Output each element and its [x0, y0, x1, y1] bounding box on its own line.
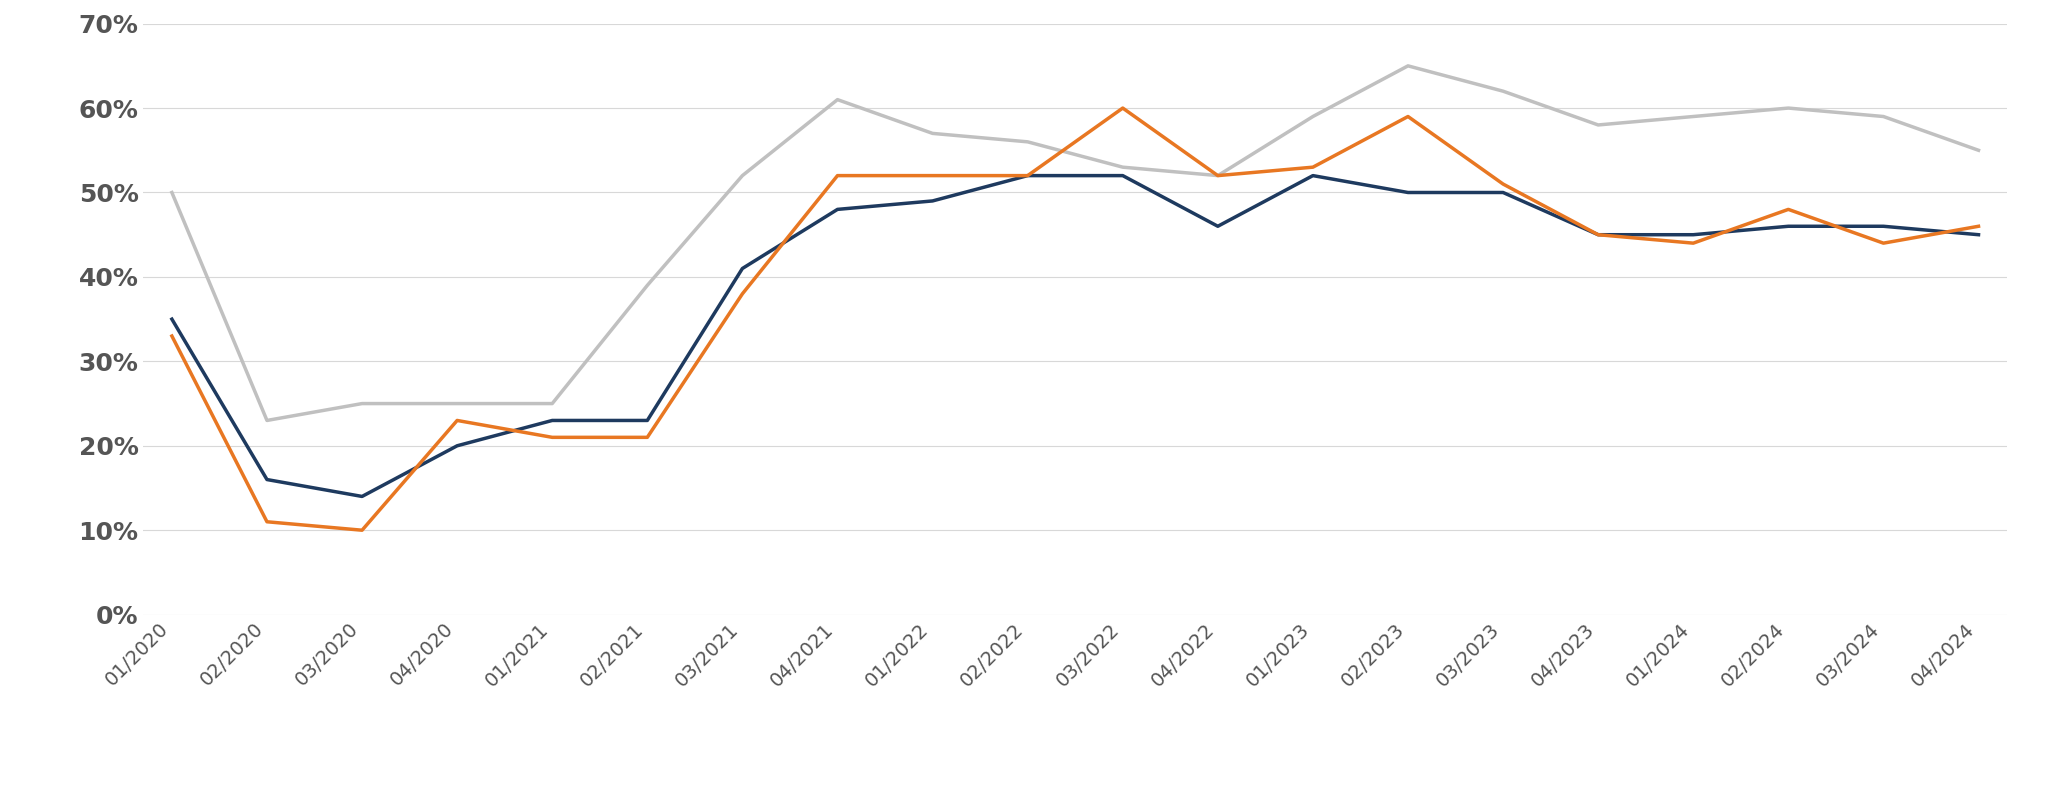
Verkehr & Lagerei: [1491, 188, 1516, 197]
Lagerei: [1872, 239, 1896, 248]
Lagerei: [1206, 171, 1231, 180]
Lagerei: [825, 171, 850, 180]
Lagerei: [1016, 171, 1040, 180]
Verkehr & Lagerei: [825, 205, 850, 214]
Verkehr & Lagerei: [160, 314, 184, 324]
Lagerei: [729, 289, 754, 299]
Verkehr & Lagerei: [635, 416, 659, 426]
Landverkehr: [920, 128, 944, 138]
Landverkehr: [1491, 87, 1516, 96]
Lagerei: [1300, 162, 1325, 172]
Lagerei: [1110, 103, 1135, 113]
Lagerei: [1585, 230, 1610, 240]
Verkehr & Lagerei: [920, 196, 944, 206]
Lagerei: [920, 171, 944, 180]
Lagerei: [635, 433, 659, 442]
Landverkehr: [729, 171, 754, 180]
Landverkehr: [254, 416, 279, 426]
Lagerei: [1491, 180, 1516, 189]
Landverkehr: [1395, 61, 1419, 71]
Verkehr & Lagerei: [1585, 230, 1610, 240]
Line: Verkehr & Lagerei: Verkehr & Lagerei: [172, 176, 1978, 496]
Verkehr & Lagerei: [1395, 188, 1419, 197]
Verkehr & Lagerei: [1966, 230, 1991, 240]
Landverkehr: [1300, 112, 1325, 121]
Landverkehr: [541, 399, 565, 408]
Verkehr & Lagerei: [1206, 221, 1231, 231]
Landverkehr: [1110, 162, 1135, 172]
Verkehr & Lagerei: [1681, 230, 1706, 240]
Verkehr & Lagerei: [1776, 221, 1800, 231]
Verkehr & Lagerei: [254, 475, 279, 485]
Verkehr & Lagerei: [1016, 171, 1040, 180]
Verkehr & Lagerei: [1872, 221, 1896, 231]
Lagerei: [350, 526, 375, 535]
Landverkehr: [1681, 112, 1706, 121]
Landverkehr: [635, 281, 659, 290]
Lagerei: [444, 416, 469, 426]
Line: Lagerei: Lagerei: [172, 108, 1978, 530]
Verkehr & Lagerei: [444, 441, 469, 451]
Lagerei: [541, 433, 565, 442]
Verkehr & Lagerei: [350, 492, 375, 501]
Lagerei: [1776, 205, 1800, 214]
Landverkehr: [1776, 103, 1800, 113]
Verkehr & Lagerei: [541, 416, 565, 426]
Landverkehr: [1966, 146, 1991, 155]
Line: Landverkehr: Landverkehr: [172, 66, 1978, 421]
Landverkehr: [1206, 171, 1231, 180]
Landverkehr: [160, 188, 184, 197]
Verkehr & Lagerei: [1110, 171, 1135, 180]
Lagerei: [1681, 239, 1706, 248]
Lagerei: [1966, 221, 1991, 231]
Verkehr & Lagerei: [1300, 171, 1325, 180]
Landverkehr: [825, 95, 850, 104]
Landverkehr: [444, 399, 469, 408]
Lagerei: [1395, 112, 1419, 121]
Landverkehr: [1016, 137, 1040, 147]
Landverkehr: [1872, 112, 1896, 121]
Verkehr & Lagerei: [729, 264, 754, 273]
Landverkehr: [350, 399, 375, 408]
Landverkehr: [1585, 121, 1610, 130]
Lagerei: [254, 517, 279, 526]
Lagerei: [160, 331, 184, 340]
